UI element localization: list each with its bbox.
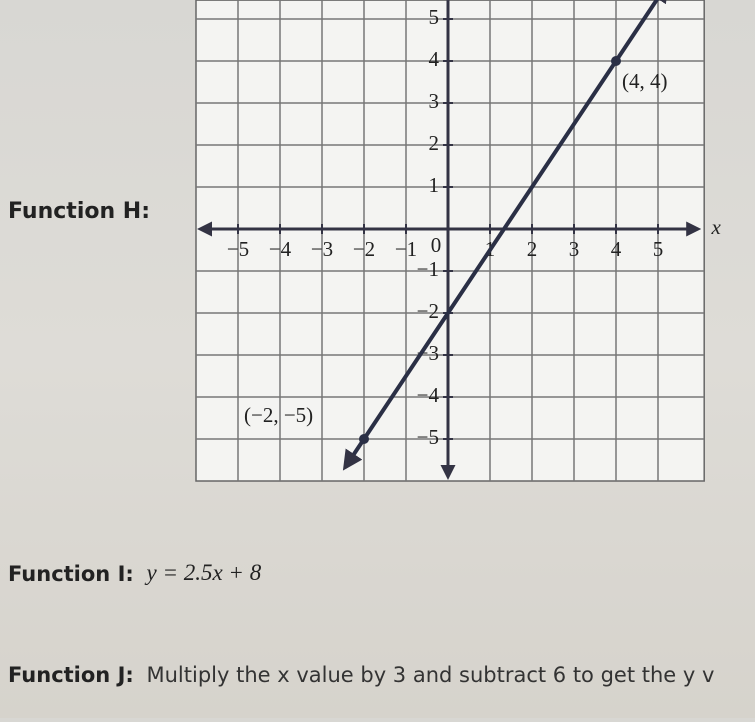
point [611,56,621,66]
function-j-text: Multiply the x value by 3 and subtract 6… [146,663,714,687]
function-i-equation: y = 2.5x + 8 [144,560,261,585]
function-h-label: Function H: [8,199,150,224]
y-tick-label: 5 [429,5,440,29]
x-tick-label: 5 [653,237,664,261]
x-tick-label: −4 [269,237,292,261]
function-i-label: Function I: [8,562,134,586]
function-j-label: Function J: [8,663,134,687]
x-tick-label: −2 [353,237,375,261]
x-tick-label: 4 [611,237,622,261]
origin-label: 0 [431,233,442,257]
y-tick-label: 4 [429,47,440,71]
point-label: (4, 4) [622,69,668,93]
x-tick-label: 2 [527,237,538,261]
y-tick-label: −4 [417,383,440,407]
x-axis-label: x [711,215,722,239]
x-tick-label: −5 [227,237,249,261]
x-tick-label: 3 [569,237,580,261]
function-i: Function I: y = 2.5x + 8 [8,560,262,586]
y-tick-label: 3 [429,89,440,113]
x-tick-label: −3 [311,237,333,261]
function-j: Function J: Multiply the x value by 3 an… [8,663,714,687]
graph: −5−4−3−2−11234554321−1−2−3−4−50x(−2, −5)… [195,0,722,482]
y-tick-label: −1 [417,257,439,281]
function-line [342,0,669,471]
y-tick-label: 2 [429,131,440,155]
y-tick-label: −2 [417,299,439,323]
y-tick-label: 1 [429,173,440,197]
y-tick-label: −5 [417,425,439,449]
x-tick-label: −1 [395,237,417,261]
point [359,434,369,444]
point-label: (−2, −5) [244,403,313,427]
